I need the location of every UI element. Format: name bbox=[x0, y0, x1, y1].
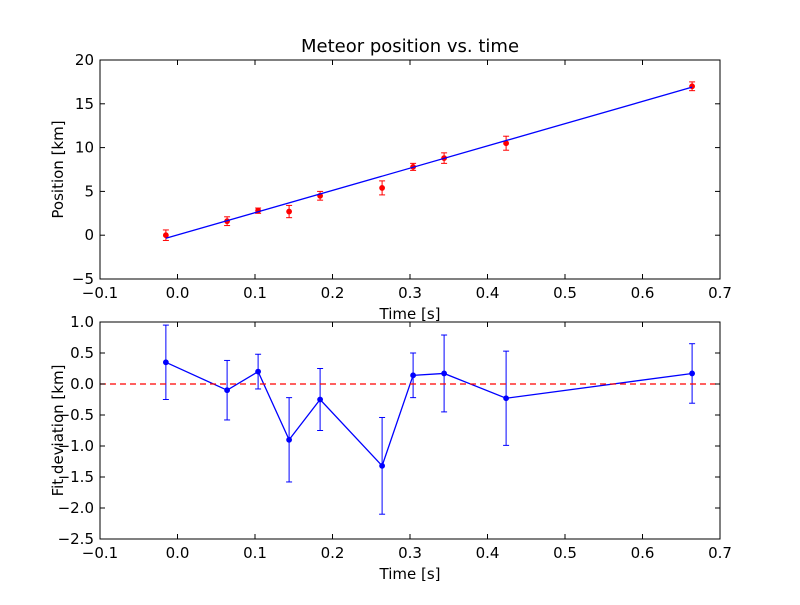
x-tick-label: −0.1 bbox=[82, 284, 118, 302]
y-tick-label: −1.0 bbox=[58, 437, 94, 455]
data-point bbox=[286, 436, 293, 443]
data-point bbox=[379, 184, 386, 191]
x-tick-label: 0.6 bbox=[631, 284, 655, 302]
x-tick-label: 0.5 bbox=[553, 284, 577, 302]
x-tick-label: 0.2 bbox=[321, 284, 345, 302]
data-point bbox=[162, 232, 169, 239]
axes-frame bbox=[99, 321, 721, 540]
x-tick-label: 0.1 bbox=[243, 284, 267, 302]
y-tick-label: 0 bbox=[84, 226, 94, 244]
x-tick-label: 0.7 bbox=[708, 284, 732, 302]
y-tick-label: 5 bbox=[84, 182, 94, 200]
x-tick-label: 0.3 bbox=[398, 284, 422, 302]
y-tick-label: −1.5 bbox=[58, 468, 94, 486]
x-tick-label: 0.0 bbox=[166, 284, 190, 302]
y-tick-label: 1.0 bbox=[70, 313, 94, 331]
data-point bbox=[379, 462, 386, 469]
x-tick-label: 0.3 bbox=[398, 544, 422, 562]
y-tick-label: 20 bbox=[75, 51, 94, 69]
linear-fit-line bbox=[165, 86, 693, 239]
y-tick-label: −2.0 bbox=[58, 499, 94, 517]
subplot-2: −0.1 0.0 0.1 0.2 0.3 0.4 0.5 0.6 0.7 −2.5 −2.0 −1.5… bbox=[49, 313, 732, 583]
data-point bbox=[286, 208, 293, 215]
x-tick-label: 0.1 bbox=[243, 544, 267, 562]
data-point bbox=[503, 395, 510, 402]
data-point bbox=[255, 368, 262, 375]
chart-title: Meteor position vs. time bbox=[301, 36, 519, 57]
y-tick-label: 10 bbox=[75, 139, 94, 157]
data-point bbox=[689, 370, 695, 377]
x-axis-label: Time [s] bbox=[379, 305, 441, 323]
y-tick-label: −2.5 bbox=[58, 530, 94, 548]
x-axis-label: Time [s] bbox=[379, 565, 441, 583]
axes-frame bbox=[99, 59, 721, 280]
x-tick-label: −0.1 bbox=[82, 544, 118, 562]
y-tick-label: 0.5 bbox=[70, 344, 94, 362]
subplot-1: −0.1 0.0 0.1 0.2 0.3 0.4 0.5 0.6 0.7 −5 0 5 10 15 20 Me… bbox=[49, 36, 732, 323]
x-tick-label: 0.4 bbox=[476, 544, 500, 562]
deviation-series-line bbox=[165, 361, 693, 468]
data-point bbox=[317, 396, 324, 403]
data-point bbox=[162, 359, 169, 366]
data-point bbox=[224, 387, 231, 394]
x-tick-label: 0.4 bbox=[476, 284, 500, 302]
y-tick-label: 0.0 bbox=[70, 375, 94, 393]
x-tick-label: 0.0 bbox=[166, 544, 190, 562]
y-axis-label: Position [km] bbox=[49, 120, 67, 218]
y-axis-label: Fit deviation [km] bbox=[49, 365, 67, 497]
x-tick-label: 0.6 bbox=[631, 544, 655, 562]
y-tick-label: −0.5 bbox=[58, 406, 94, 424]
data-point bbox=[441, 370, 448, 377]
y-tick-label: −5 bbox=[72, 270, 94, 288]
x-tick-label: 0.5 bbox=[553, 544, 577, 562]
data-point bbox=[410, 372, 417, 379]
x-tick-label: 0.2 bbox=[321, 544, 345, 562]
x-tick-label: 0.7 bbox=[708, 544, 732, 562]
y-tick-label: 15 bbox=[75, 95, 94, 113]
